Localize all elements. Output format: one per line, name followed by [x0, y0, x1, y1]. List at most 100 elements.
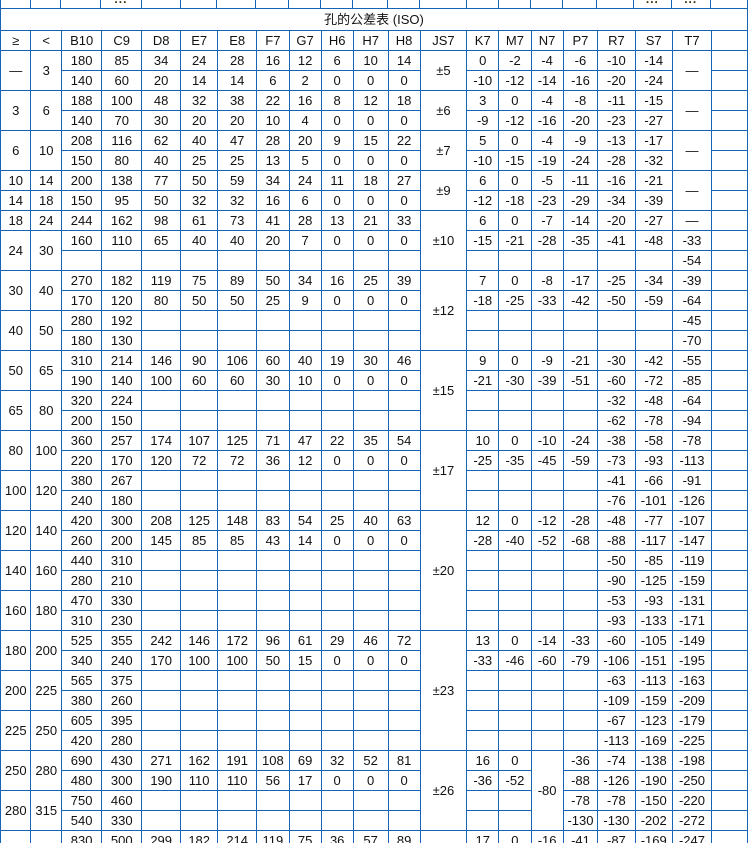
cell-s7: -190 [634, 770, 673, 791]
cell-g7 [288, 550, 322, 571]
cell-m7: 0 [498, 170, 532, 191]
cell-s7 [634, 250, 673, 271]
table-row: 380 260 -109 -159 -209 [1, 690, 748, 711]
column-header-r7: R7 [597, 30, 636, 51]
cell-r7: -41 [597, 230, 636, 251]
cell-s7: -34 [634, 270, 673, 291]
cell-c9: 230 [101, 610, 143, 631]
clipped-empty-cell [287, 0, 321, 8]
cell-s7: -21 [634, 170, 673, 191]
cell-m7 [498, 710, 532, 731]
cell-r7: -93 [597, 610, 636, 631]
cell-n7 [530, 730, 564, 751]
cell-e7 [180, 790, 219, 811]
clipped-empty-cell [386, 0, 421, 8]
cell-js7: ±7 [419, 130, 468, 171]
table-row: 50 65 310 214 146 90 106 60 40 19 30 46 ±15 9 0 -9 -21 -3… [0, 350, 748, 431]
cell-t7: -250 [671, 770, 713, 791]
cell-h8 [387, 810, 421, 831]
cell-h8: 0 [387, 190, 421, 211]
cell-c9: 210 [101, 570, 143, 591]
cell-d8 [141, 790, 182, 811]
cell-tail [711, 70, 748, 91]
cell-f7: 6 [256, 70, 290, 91]
cell-m7: 0 [498, 750, 532, 771]
cell-tail [711, 190, 748, 211]
cell-r7: -88 [597, 530, 636, 551]
cell-m7: -35 [498, 450, 532, 471]
cell-h7 [352, 670, 389, 691]
cell-s7: -169 [634, 730, 673, 751]
column-header-s7: S7 [634, 30, 673, 51]
cell-tail [711, 630, 748, 651]
cell-h7: 25 [352, 270, 389, 291]
cell-g7: 40 [288, 350, 322, 371]
table-row: 3 6 188 100 48 32 38 22 16 8 12 18 ±6 3 0 -4 -8 -11 -15— [0, 90, 748, 131]
clipped-top-row: ......... [0, 0, 748, 8]
cell-e8 [217, 730, 258, 751]
cell-s7: -77 [634, 510, 673, 531]
cell-d8: 174 [141, 430, 182, 451]
cell-k7 [466, 710, 500, 731]
cell-m7: 0 [498, 130, 532, 151]
cell-d8 [141, 390, 182, 411]
cell-tail [711, 510, 748, 531]
cell-h6: 22 [320, 430, 354, 451]
cell-s7: -27 [634, 210, 673, 231]
cell-g7: 12 [288, 50, 322, 71]
cell-g7: 54 [288, 510, 322, 531]
cell-n7: -4 [530, 50, 564, 71]
cell-f7 [256, 790, 290, 811]
table-row: 280 210 -90 -125 -159 [1, 570, 748, 591]
cell-e7: 85 [180, 530, 219, 551]
cell-n7: -45 [530, 450, 564, 471]
range-min: 280 [0, 790, 32, 831]
cell-g7 [288, 710, 322, 731]
cell-t7: — [671, 130, 713, 171]
cell-s7: -133 [634, 610, 673, 631]
cell-s7: -117 [634, 530, 673, 551]
cell-b10: 150 [60, 190, 103, 211]
cell-k7 [466, 410, 500, 431]
range-max: 180 [30, 590, 62, 631]
cell-h7 [352, 570, 389, 591]
cell-s7: -159 [634, 690, 673, 711]
cell-h7: 57 [352, 830, 389, 843]
cell-p7 [562, 590, 599, 611]
cell-c9: 300 [101, 510, 143, 531]
cell-e7 [180, 550, 219, 571]
cell-k7 [466, 610, 500, 631]
cell-m7: -2 [498, 50, 532, 71]
cell-d8 [141, 590, 182, 611]
cell-e8 [217, 610, 258, 631]
cell-c9: 330 [101, 810, 143, 831]
cell-h8: 18 [387, 90, 421, 111]
cell-p7 [562, 610, 599, 631]
cell-k7: -25 [466, 450, 500, 471]
range-max: 65 [30, 350, 62, 391]
table-row: 420 280 -113 -169 -225 [1, 730, 748, 751]
cell-p7 [562, 490, 599, 511]
cell-e7 [180, 470, 219, 491]
table-row: 120 140 420 300 208 125 148 83 54 25 40 63 ±20 12 0 -12… [0, 510, 748, 631]
cell-b10: 380 [60, 690, 103, 711]
column-header-tail [711, 30, 748, 51]
cell-t7: -55 [671, 350, 713, 371]
cell-tail [711, 810, 748, 831]
cell-tail [711, 450, 748, 471]
cell-h7: 0 [352, 190, 389, 211]
cell-h7: 0 [352, 450, 389, 471]
cell-tail [711, 710, 748, 731]
cell-c9: 214 [101, 350, 143, 371]
cell-h8 [387, 470, 421, 491]
cell-e7: 72 [180, 450, 219, 471]
cell-tail [711, 770, 748, 791]
cell-n7: -7 [530, 210, 564, 231]
table-row: 240 180 -76 -101 -126 [1, 490, 748, 511]
cell-h8: 0 [387, 650, 421, 671]
clipped-empty-cell [419, 0, 467, 8]
cell-tail [711, 90, 748, 111]
cell-e8 [217, 670, 258, 691]
cell-h8 [387, 710, 421, 731]
cell-e8: 125 [217, 430, 258, 451]
